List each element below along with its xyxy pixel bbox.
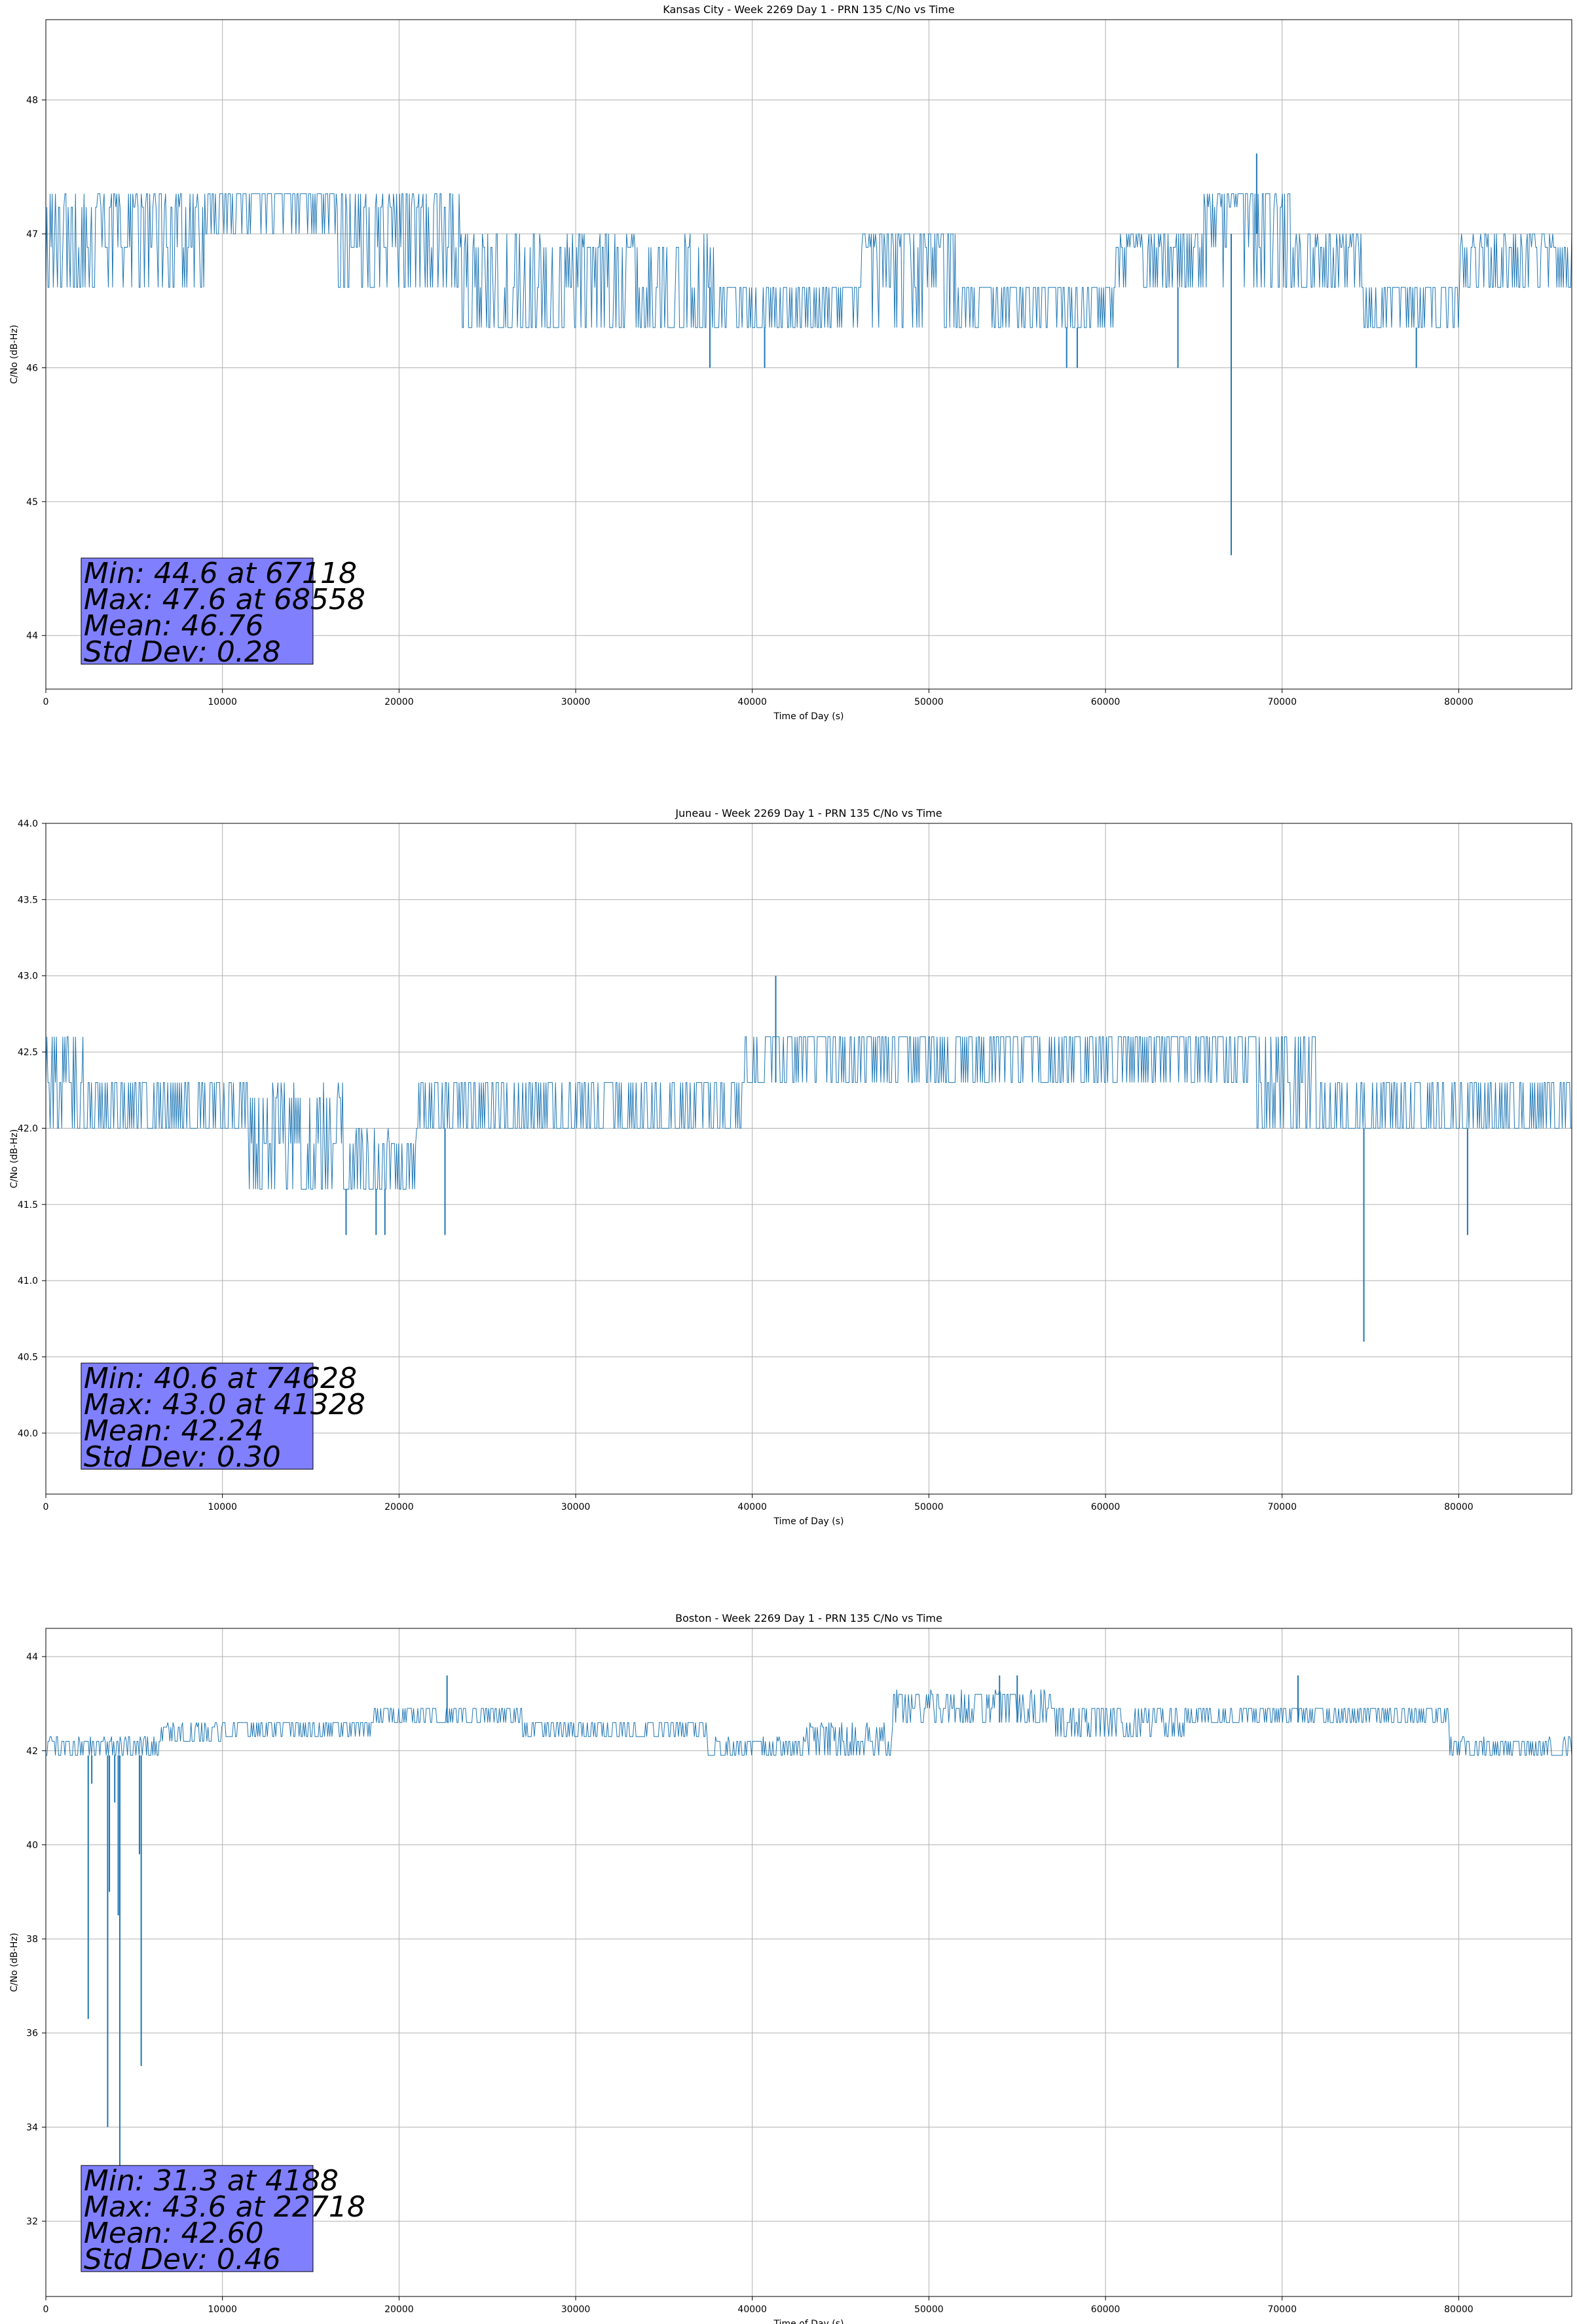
x-tick-label: 70000 xyxy=(1267,1502,1297,1512)
y-tick-label: 45 xyxy=(26,497,38,508)
stats-mean: Mean: 46.76 xyxy=(84,609,264,643)
y-tick-label: 48 xyxy=(26,96,38,106)
x-axis-label: Time of Day (s) xyxy=(773,2319,844,2324)
y-tick-label: 40.0 xyxy=(18,1429,38,1439)
x-tick-label: 20000 xyxy=(384,697,414,707)
x-tick-label: 30000 xyxy=(561,2304,591,2315)
y-tick-label: 42.5 xyxy=(18,1047,38,1058)
stats-std: Std Dev: 0.46 xyxy=(84,2243,281,2276)
x-tick-label: 30000 xyxy=(561,1502,591,1512)
stats-min: Min: 44.6 at 67118 xyxy=(84,557,357,590)
x-tick-label: 50000 xyxy=(914,1502,944,1512)
y-tick-label: 44.0 xyxy=(18,819,38,829)
stats-box xyxy=(81,1362,314,1470)
x-tick-label: 40000 xyxy=(737,697,767,707)
y-tick-label: 41.0 xyxy=(18,1276,38,1286)
y-tick-label: 38 xyxy=(26,1934,38,1945)
plot-frame xyxy=(45,1628,1572,2297)
y-tick-label: 34 xyxy=(26,2122,38,2133)
stats-max: Max: 47.6 at 68558 xyxy=(84,583,365,616)
chart-3: Boston - Week 2269 Day 1 - PRN 135 C/No … xyxy=(9,1612,1572,2324)
x-tick-label: 30000 xyxy=(561,697,591,707)
x-tick-label: 70000 xyxy=(1267,2304,1297,2315)
plot-frame xyxy=(45,823,1572,1495)
stats-mean: Mean: 42.24 xyxy=(84,1414,264,1448)
x-tick-label: 20000 xyxy=(384,2304,414,2315)
plot-frame xyxy=(45,19,1572,690)
x-tick-label: 40000 xyxy=(737,1502,767,1512)
x-tick-label: 60000 xyxy=(1091,2304,1121,2315)
y-tick-label: 46 xyxy=(26,363,38,373)
x-tick-label: 0 xyxy=(43,2304,49,2315)
series-line xyxy=(45,193,1572,328)
stats-std: Std Dev: 0.28 xyxy=(84,635,281,669)
x-tick-label: 10000 xyxy=(208,1502,237,1512)
x-tick-label: 10000 xyxy=(208,2304,237,2315)
y-tick-label: 41.5 xyxy=(18,1200,38,1210)
x-tick-label: 80000 xyxy=(1444,1502,1474,1512)
y-tick-label: 43.5 xyxy=(18,895,38,905)
y-tick-label: 32 xyxy=(26,2217,38,2227)
x-tick-label: 50000 xyxy=(914,2304,944,2315)
y-axis-label: C/No (dB-Hz) xyxy=(9,325,20,384)
y-tick-label: 44 xyxy=(26,631,38,641)
y-tick-label: 40 xyxy=(26,1840,38,1850)
stats-min: Min: 31.3 at 4188 xyxy=(84,2164,339,2198)
chart-title: Boston - Week 2269 Day 1 - PRN 135 C/No … xyxy=(675,1612,942,1624)
stats-mean: Mean: 42.60 xyxy=(84,2217,264,2250)
x-axis-label: Time of Day (s) xyxy=(773,711,844,722)
y-tick-label: 36 xyxy=(26,2029,38,2039)
chart-title: Kansas City - Week 2269 Day 1 - PRN 135 … xyxy=(663,3,954,16)
series-line xyxy=(45,1036,1572,1190)
chart-1: Kansas City - Week 2269 Day 1 - PRN 135 … xyxy=(9,3,1572,722)
chart-title: Juneau - Week 2269 Day 1 - PRN 135 C/No … xyxy=(675,807,942,819)
stats-max: Max: 43.6 at 22718 xyxy=(84,2190,365,2224)
x-tick-label: 20000 xyxy=(384,1502,414,1512)
x-axis-label: Time of Day (s) xyxy=(773,1516,844,1527)
x-tick-label: 80000 xyxy=(1444,697,1474,707)
stats-max: Max: 43.0 at 41328 xyxy=(84,1388,365,1421)
x-tick-label: 80000 xyxy=(1444,2304,1474,2315)
x-tick-label: 10000 xyxy=(208,697,237,707)
y-axis-label: C/No (dB-Hz) xyxy=(9,1129,20,1188)
y-axis-label: C/No (dB-Hz) xyxy=(9,1933,20,1992)
y-tick-label: 43.0 xyxy=(18,971,38,982)
stats-box xyxy=(81,557,314,665)
chart-2: Juneau - Week 2269 Day 1 - PRN 135 C/No … xyxy=(9,807,1572,1527)
y-tick-label: 47 xyxy=(26,229,38,240)
y-tick-label: 44 xyxy=(26,1652,38,1662)
x-tick-label: 70000 xyxy=(1267,697,1297,707)
x-tick-label: 0 xyxy=(43,1502,49,1512)
series-line xyxy=(46,1689,1572,1756)
y-tick-label: 42.0 xyxy=(18,1123,38,1134)
x-tick-label: 60000 xyxy=(1091,697,1121,707)
y-tick-label: 42 xyxy=(26,1746,38,1757)
x-tick-label: 60000 xyxy=(1091,1502,1121,1512)
x-tick-label: 40000 xyxy=(737,2304,767,2315)
stats-std: Std Dev: 0.30 xyxy=(84,1440,281,1474)
y-tick-label: 40.5 xyxy=(18,1353,38,1363)
x-tick-label: 0 xyxy=(43,697,49,707)
stats-box xyxy=(81,2165,314,2272)
stats-min: Min: 40.6 at 74628 xyxy=(84,1362,357,1395)
x-tick-label: 50000 xyxy=(914,697,944,707)
